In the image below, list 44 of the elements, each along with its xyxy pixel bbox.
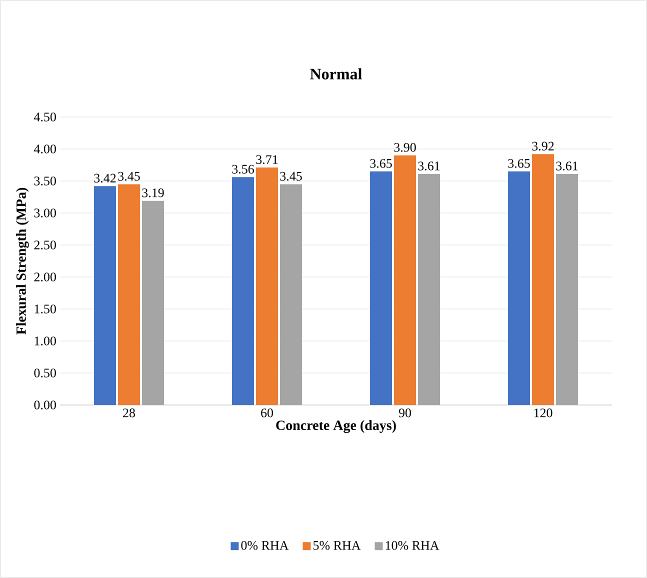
y-tick-label: 1.00 xyxy=(34,336,56,346)
y-tick-label: 4.50 xyxy=(34,112,56,122)
legend-label: 5% RHA xyxy=(313,541,361,550)
bar xyxy=(370,171,392,405)
legend-label: 0% RHA xyxy=(241,541,289,550)
bar xyxy=(508,171,530,405)
x-tick-label: 28 xyxy=(123,408,136,418)
legend-label: 10% RHA xyxy=(386,541,440,550)
data-label: 3.45 xyxy=(118,172,140,181)
x-tick-label: 120 xyxy=(534,408,552,418)
bar xyxy=(256,168,278,405)
data-label: 3.42 xyxy=(94,174,116,183)
bar xyxy=(142,200,164,405)
chart-title: Normal xyxy=(310,68,362,80)
data-label: 3.56 xyxy=(232,164,254,174)
data-label: 3.90 xyxy=(394,143,416,152)
data-label: 3.92 xyxy=(532,142,554,151)
bar xyxy=(556,174,578,405)
bar xyxy=(118,184,140,405)
bar xyxy=(418,174,440,405)
data-label: 3.19 xyxy=(142,188,164,198)
bar xyxy=(280,184,302,405)
data-label: 3.45 xyxy=(280,172,302,181)
data-label: 3.65 xyxy=(370,159,392,168)
y-tick-label: 3.50 xyxy=(34,176,56,186)
data-label: 3.61 xyxy=(556,162,578,170)
bar xyxy=(232,177,254,405)
y-tick-label: 0.50 xyxy=(34,368,56,378)
data-label: 3.71 xyxy=(256,155,278,164)
y-tick-label: 1.50 xyxy=(34,304,56,314)
y-tick-label: 0.00 xyxy=(34,400,56,410)
data-label: 3.65 xyxy=(508,159,530,168)
y-axis-title: Flexural Strength (MPa) xyxy=(16,188,29,335)
bar xyxy=(532,154,554,405)
x-tick-label: 60 xyxy=(261,408,274,418)
x-tick-label: 90 xyxy=(398,408,412,418)
bar xyxy=(94,186,116,405)
y-tick-label: 2.50 xyxy=(34,240,56,250)
data-label: 3.61 xyxy=(418,162,440,170)
y-tick-label: 4.00 xyxy=(34,144,56,154)
bar xyxy=(394,155,416,405)
x-axis-title: Concrete Age (days) xyxy=(276,420,396,433)
y-tick-label: 2.00 xyxy=(34,272,56,282)
y-tick-label: 3.00 xyxy=(34,208,56,218)
